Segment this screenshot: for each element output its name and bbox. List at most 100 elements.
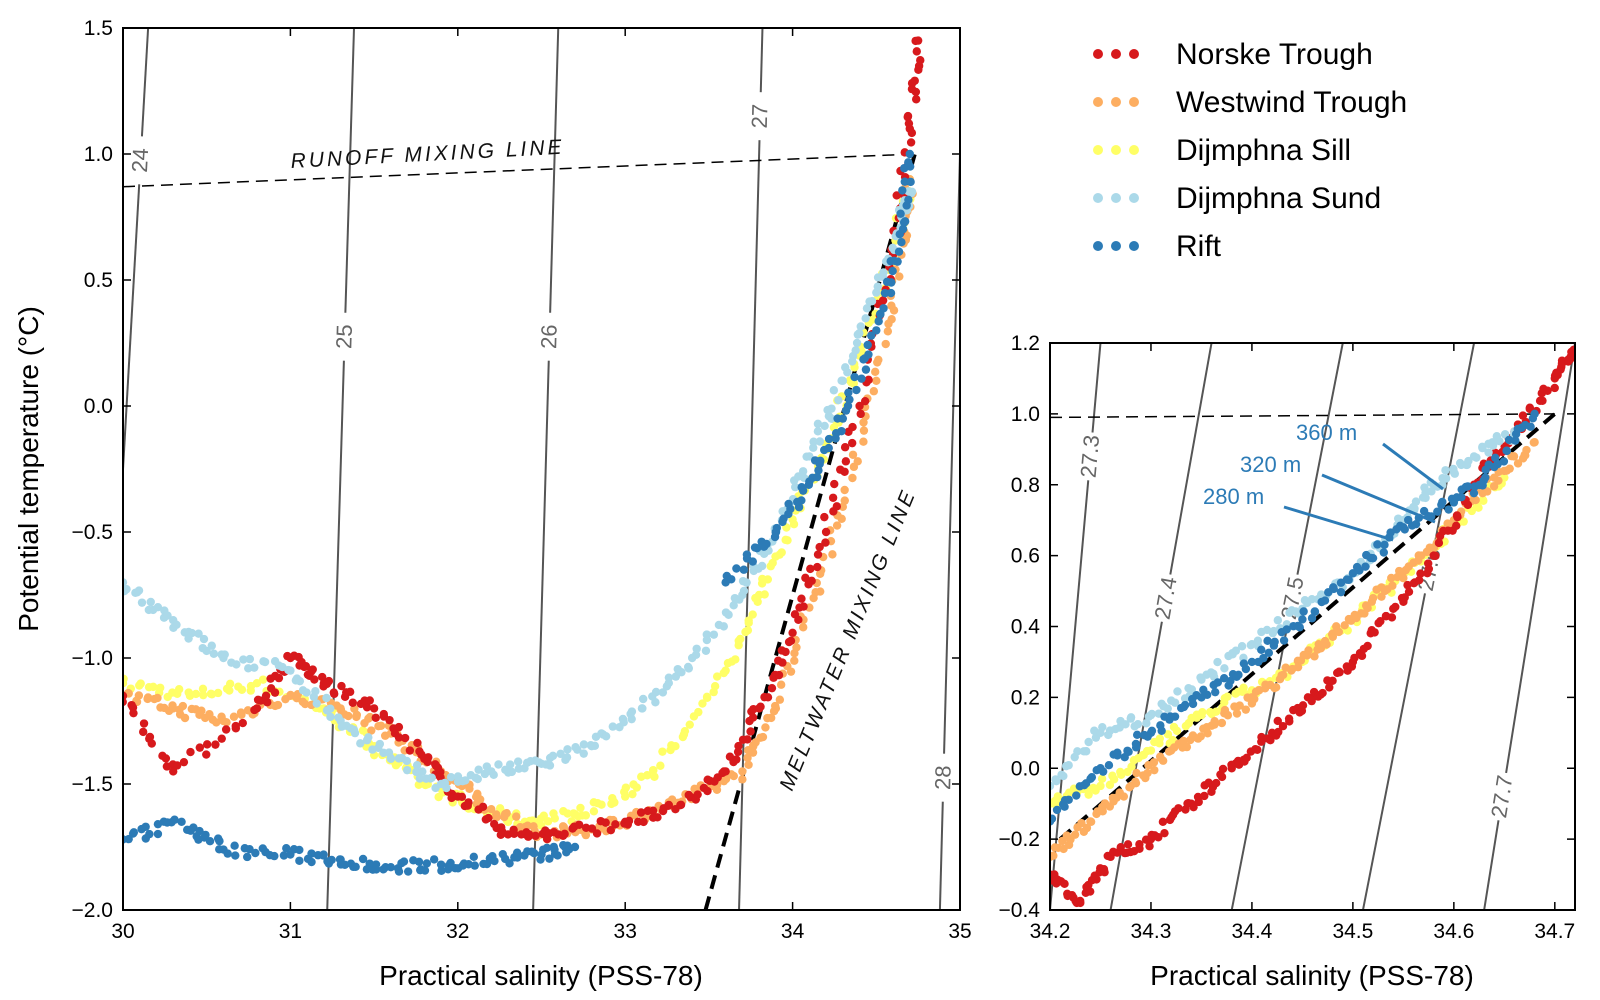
main-point-westwind-trough-4 bbox=[336, 704, 345, 713]
main-point-norske-trough-1-1 bbox=[172, 761, 182, 770]
main-point-dijmphna-sund-8-8 bbox=[563, 745, 572, 754]
main-point-norske-trough-8-7 bbox=[525, 830, 534, 839]
depth-280-leader bbox=[1283, 505, 1394, 542]
legend-marker-2-1 bbox=[1111, 145, 1121, 155]
inset-point-dijmphna-sill-3-8 bbox=[1223, 692, 1232, 701]
main-point-rift-7-5 bbox=[500, 854, 510, 864]
main-point-norske-trough-14-2 bbox=[790, 610, 800, 619]
inset-point-rift-4-13 bbox=[1295, 623, 1304, 632]
inset-point-norske-trough-9-10 bbox=[1416, 569, 1425, 578]
inset-ytick-label-3: 0.2 bbox=[1011, 686, 1040, 709]
depth-label-360: 360 m bbox=[1296, 420, 1357, 445]
inset-point-westwind-trough-1-5 bbox=[1098, 807, 1107, 816]
main-point-dijmphna-sund-15-8 bbox=[853, 330, 863, 339]
main-point-dijmphna-sill-11-11 bbox=[748, 610, 757, 619]
main-point-westwind-trough-16-7 bbox=[887, 315, 896, 324]
main-point-rift-1-4 bbox=[186, 826, 195, 835]
main-point-dijmphna-sill-12-8 bbox=[771, 552, 780, 561]
main-point-westwind-trough-11-13 bbox=[738, 775, 747, 784]
inset-point-rift-2-3 bbox=[1157, 726, 1166, 735]
main-point-westwind-trough-12 bbox=[738, 767, 747, 776]
main-point-westwind-trough-14-8 bbox=[828, 550, 837, 559]
inset-ytick-label-4: 0.4 bbox=[1011, 616, 1041, 639]
inset-point-westwind-trough-0-13 bbox=[1082, 823, 1092, 833]
inset-point-dijmphna-sund-7-11 bbox=[1420, 483, 1429, 492]
inset-point-norske-trough-5-6 bbox=[1242, 753, 1251, 763]
main-point-norske-trough-13-7 bbox=[774, 670, 784, 680]
inset-point-norske-trough-4-12 bbox=[1218, 764, 1228, 774]
inset-point-norske-trough-10-7 bbox=[1451, 521, 1461, 531]
inset-point-dijmphna-sund-4-6 bbox=[1269, 626, 1278, 636]
inset-ytick-label-5: 0.6 bbox=[1011, 545, 1040, 568]
inset-point-dijmphna-sill-1-1 bbox=[1097, 774, 1107, 783]
main-point-dijmphna-sill-0-8 bbox=[156, 683, 165, 692]
inset-point-norske-trough-3-10 bbox=[1174, 804, 1183, 813]
inset-point-dijmphna-sill-2-3 bbox=[1155, 734, 1164, 743]
inset-point-dijmphna-sund-0-8 bbox=[1073, 747, 1082, 756]
main-point-rift-4-5 bbox=[351, 862, 360, 872]
main-point-dijmphna-sill-8-12 bbox=[610, 798, 619, 807]
main-point-rift-5-13 bbox=[437, 866, 446, 875]
main-point-rift-14 bbox=[872, 326, 881, 335]
main-point-dijmphna-sund-3-8 bbox=[312, 699, 321, 708]
main-point-rift-11-6 bbox=[784, 509, 793, 519]
inset-xtick-label-0: 34.2 bbox=[1030, 920, 1071, 943]
main-point-dijmphna-sund-0-6 bbox=[137, 598, 147, 607]
depth-label-280: 280 m bbox=[1203, 484, 1264, 509]
main-point-norske-trough-5-8 bbox=[394, 733, 404, 742]
legend-marker-3-0 bbox=[1093, 193, 1103, 203]
main-point-norske-trough-5-9 bbox=[400, 733, 410, 743]
main-point-rift-11-2 bbox=[772, 523, 781, 533]
main-point-westwind-trough-0-5 bbox=[134, 691, 144, 700]
legend-marker-0-2 bbox=[1129, 49, 1139, 59]
main-point-norske-trough-1-7 bbox=[211, 740, 220, 749]
main-point-norske-trough-17-6 bbox=[892, 191, 901, 200]
main-point-rift-5-12 bbox=[429, 855, 439, 864]
main-point-dijmphna-sill-1-11 bbox=[237, 685, 247, 694]
main-point-dijmphna-sill-1-3 bbox=[199, 690, 208, 700]
main-point-rift-13-7 bbox=[857, 374, 866, 383]
main-ytick-label-1: −1.5 bbox=[72, 773, 113, 796]
inset-point-westwind-trough-10-11 bbox=[1482, 487, 1492, 496]
main-point-norske-trough-0-11 bbox=[161, 754, 171, 763]
main-point-norske-trough-1-2 bbox=[179, 757, 189, 767]
main-point-dijmphna-sund-11-1 bbox=[692, 644, 701, 653]
main-point-rift-0-6 bbox=[141, 822, 150, 831]
main-point-dijmphna-sund-14-12 bbox=[829, 386, 839, 395]
inset-point-dijmphna-sill-2-6 bbox=[1168, 735, 1177, 745]
main-point-dijmphna-sill-10-4 bbox=[685, 720, 694, 729]
main-point-westwind-trough-12-1 bbox=[744, 760, 753, 769]
main-point-norske-trough-9-8 bbox=[592, 829, 602, 838]
inset-point-westwind-trough-3-10 bbox=[1196, 732, 1205, 741]
main-point-dijmphna-sund-0-5 bbox=[132, 588, 142, 597]
main-point-dijmphna-sund-11-10 bbox=[721, 608, 731, 617]
main-point-norske-trough-10-7 bbox=[648, 806, 658, 815]
legend-marker-3-2 bbox=[1129, 193, 1139, 203]
main-ticks: 30 31 32 33 34 35 −2.0 −1.5 −1.0 −0.5 0.0 0.5 1.0 1.5 bbox=[72, 17, 972, 943]
main-point-dijmphna-sill-11-6 bbox=[736, 634, 745, 644]
main-point-norske-trough-12-8 bbox=[743, 735, 752, 744]
inset-point-norske-trough-12-12 bbox=[1543, 386, 1552, 395]
main-point-dijmphna-sund-5-4 bbox=[402, 756, 412, 766]
main-point-norske-trough-18-3 bbox=[903, 111, 913, 121]
main-point-rift-5-2 bbox=[394, 867, 404, 876]
main-point-norske-trough-7-6 bbox=[478, 802, 488, 812]
main-point-rift-10-12 bbox=[762, 539, 771, 549]
main-point-westwind-trough-12-9 bbox=[758, 732, 768, 742]
main-ytick-label-6: 1.0 bbox=[84, 143, 113, 166]
inset-point-westwind-trough-5-1 bbox=[1250, 694, 1259, 704]
main-isopycnal-label-bg-2 bbox=[535, 312, 564, 362]
main-point-norske-trough-11-12 bbox=[710, 777, 719, 786]
inset-point-dijmphna-sund-9-9 bbox=[1495, 436, 1504, 446]
inset-point-westwind-trough-12 bbox=[1530, 438, 1539, 447]
main-point-norske-trough-5-3 bbox=[379, 709, 388, 719]
main-isopycnal-1 bbox=[326, 28, 356, 910]
main-point-dijmphna-sund-1-12 bbox=[209, 649, 219, 658]
main-point-westwind-trough-13-1 bbox=[770, 701, 780, 711]
main-point-dijmphna-sill-1-6 bbox=[213, 688, 223, 698]
main-point-norske-trough-13-4 bbox=[767, 683, 777, 693]
main-point-rift-12-8 bbox=[824, 443, 833, 453]
main-point-dijmphna-sund-6-10 bbox=[473, 774, 482, 784]
inset-point-westwind-trough-1-1 bbox=[1086, 817, 1096, 826]
legend: Norske Trough Westwind Trough Dijmphna Sil… bbox=[1093, 38, 1407, 263]
